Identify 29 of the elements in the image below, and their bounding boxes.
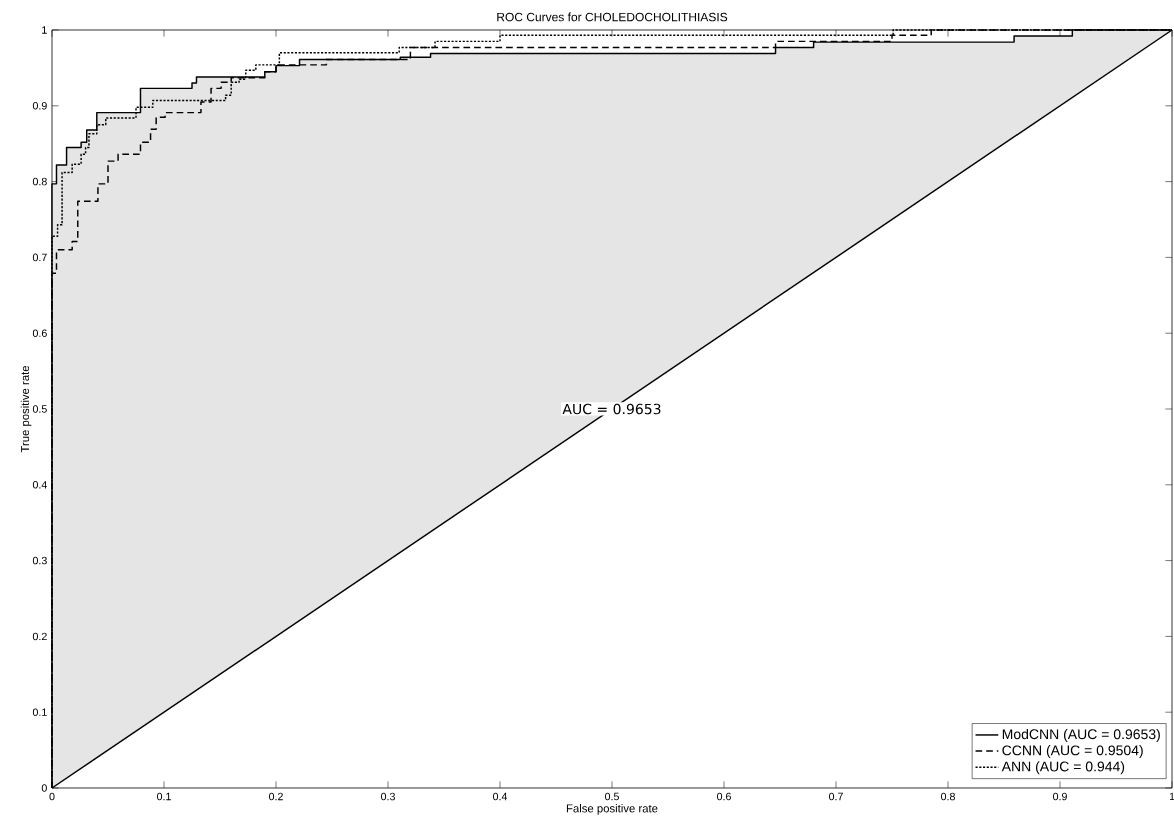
x-tick-label: 0.9: [1053, 792, 1067, 801]
y-tick-label: 0.6: [32, 329, 47, 337]
y-tick-label: 0.7: [32, 253, 47, 262]
x-tick-label: 0.7: [829, 792, 843, 801]
x-tick-label: 0.1: [157, 792, 171, 801]
x-tick-label: 0.6: [717, 792, 731, 801]
y-tick-label: 0.2: [32, 632, 47, 641]
x-tick-label: 0.5: [605, 792, 619, 801]
x-tick-label: 1: [1169, 792, 1174, 801]
y-tick-label: 0.4: [32, 481, 47, 489]
legend-label: ModCNN (AUC = 0.9653): [1002, 728, 1160, 742]
x-tick-label: 0.3: [381, 792, 395, 801]
x-tick-label: 0.4: [493, 792, 508, 801]
x-tick-label: 0: [49, 792, 55, 801]
y-tick-label: 1: [42, 26, 47, 34]
x-tick-label: 0.2: [269, 792, 283, 801]
annotation: AUC = 0.9653: [562, 403, 661, 415]
x-axis-title: False positive rate: [566, 804, 658, 815]
y-tick-label: 0.1: [32, 708, 47, 716]
y-tick-label: 0.5: [32, 405, 47, 413]
y-axis-title: True positive rate: [20, 365, 32, 453]
y-tick-label: 0.3: [32, 556, 47, 565]
chart-title: ROC Curves for CHOLEDOCHOLITHIASIS: [497, 12, 728, 22]
x-tick-label: 0.8: [941, 792, 955, 801]
legend-label: ANN (AUC = 0.944): [1001, 761, 1125, 775]
y-tick-label: 0: [41, 784, 47, 792]
y-tick-label: 0.9: [32, 102, 47, 110]
legend-label: CCNN (AUC = 0.9504): [1002, 745, 1143, 759]
y-tick-label: 0.8: [32, 177, 47, 186]
